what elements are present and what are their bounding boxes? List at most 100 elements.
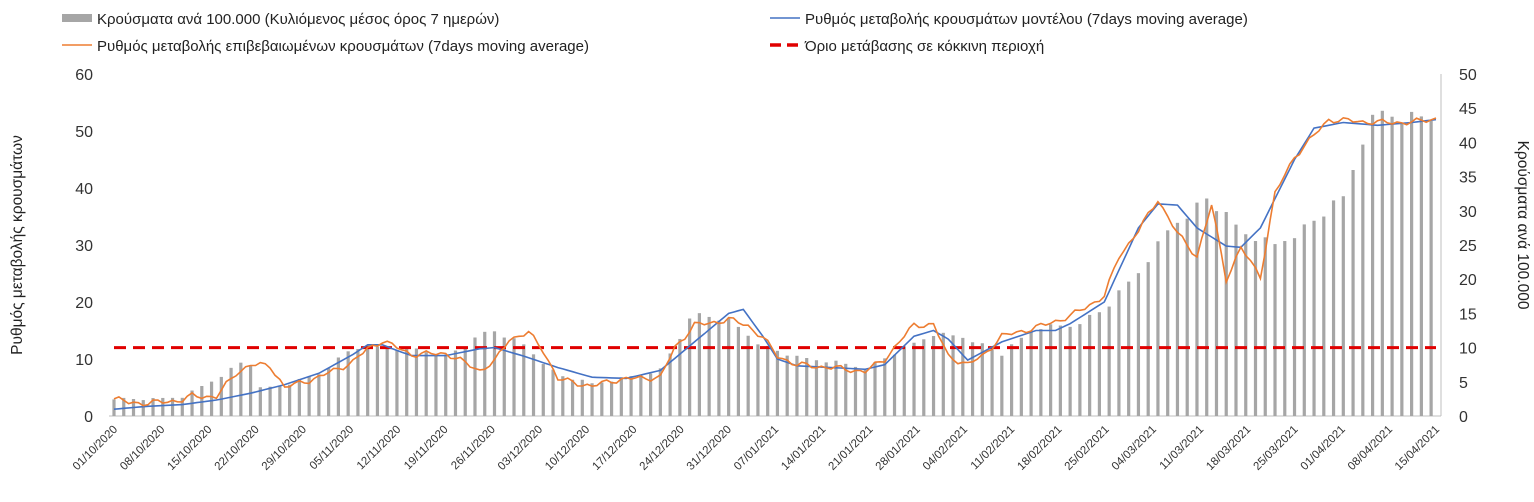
bar bbox=[1419, 116, 1423, 417]
y-right-tick-label: 30 bbox=[1459, 204, 1477, 221]
y-right-tick-label: 40 bbox=[1459, 135, 1477, 152]
bar bbox=[278, 386, 282, 416]
y-right-tick-label: 50 bbox=[1459, 67, 1477, 84]
bar bbox=[531, 354, 536, 416]
x-tick-label: 21/01/2021 bbox=[826, 424, 875, 473]
bar bbox=[1322, 216, 1326, 416]
bar bbox=[1068, 326, 1072, 416]
bar bbox=[756, 344, 760, 416]
bar bbox=[1146, 262, 1150, 416]
bar bbox=[307, 376, 311, 416]
bar bbox=[951, 335, 955, 416]
bar bbox=[863, 369, 867, 416]
bar bbox=[1088, 314, 1092, 416]
bar-series bbox=[112, 110, 1433, 417]
bar bbox=[600, 382, 604, 416]
bar bbox=[1156, 241, 1160, 416]
y-left-tick-label: 0 bbox=[84, 409, 93, 426]
x-tick-label: 08/10/2020 bbox=[118, 424, 167, 473]
x-tick-label: 15/10/2020 bbox=[165, 424, 214, 473]
y-left-tick-label: 40 bbox=[75, 181, 93, 198]
y-left-ticks: 0 10 20 30 40 50 60 bbox=[75, 67, 93, 426]
bar bbox=[1253, 241, 1258, 416]
y-left-tick-label: 50 bbox=[75, 124, 93, 141]
bar bbox=[444, 354, 448, 416]
x-tick-label: 25/03/2021 bbox=[1251, 424, 1300, 473]
bar bbox=[356, 348, 360, 416]
bar bbox=[1302, 224, 1306, 416]
bar bbox=[327, 368, 331, 416]
bar bbox=[1019, 337, 1023, 416]
y-right-ticks: 0 5 10 15 20 25 30 35 40 45 50 bbox=[1459, 67, 1477, 426]
legend: Κρούσματα ανά 100.000 (Κυλιόμενος μέσος … bbox=[62, 11, 1248, 55]
x-tick-label: 12/11/2020 bbox=[355, 424, 404, 473]
bar bbox=[736, 326, 741, 416]
bar bbox=[366, 345, 370, 416]
x-tick-label: 19/11/2020 bbox=[402, 424, 451, 473]
bar bbox=[785, 355, 789, 416]
legend-label-confirmed: Ρυθμός μεταβολής επιβεβαιωμένων κρουσμάτ… bbox=[97, 38, 589, 55]
bar bbox=[375, 346, 380, 416]
bar bbox=[570, 379, 575, 416]
bar bbox=[551, 369, 555, 416]
bar bbox=[795, 355, 799, 416]
bar bbox=[1390, 116, 1394, 417]
bar bbox=[941, 332, 945, 416]
bar bbox=[1039, 329, 1043, 416]
bar bbox=[1380, 110, 1384, 416]
x-tick-label: 24/12/2020 bbox=[638, 424, 687, 473]
y-right-tick-label: 5 bbox=[1459, 375, 1468, 392]
bar bbox=[1097, 312, 1102, 416]
bar bbox=[336, 357, 340, 416]
bar bbox=[980, 343, 984, 416]
bar bbox=[805, 358, 809, 416]
bar bbox=[414, 348, 419, 416]
bar bbox=[990, 349, 994, 416]
bar bbox=[112, 399, 116, 416]
y-right-tick-label: 25 bbox=[1459, 238, 1477, 255]
bar bbox=[1000, 355, 1004, 416]
x-tick-label: 11/02/2021 bbox=[969, 424, 1018, 473]
y-left-axis-title: Ρυθμός μεταβολής κρουσμάτων bbox=[9, 135, 26, 355]
x-tick-label: 11/03/2021 bbox=[1158, 424, 1207, 473]
x-tick-label: 26/11/2020 bbox=[449, 424, 498, 473]
x-tick-label: 03/12/2020 bbox=[496, 424, 545, 473]
bar bbox=[1205, 198, 1209, 416]
bar bbox=[649, 373, 653, 416]
bar bbox=[268, 386, 272, 416]
bar bbox=[1331, 200, 1336, 416]
bar bbox=[258, 387, 262, 416]
x-tick-label: 01/04/2021 bbox=[1299, 424, 1348, 473]
bar bbox=[483, 331, 487, 416]
bar bbox=[297, 378, 301, 416]
bar bbox=[1361, 144, 1365, 416]
bar bbox=[1175, 222, 1180, 416]
x-tick-label: 01/10/2020 bbox=[71, 424, 120, 473]
bar bbox=[1400, 122, 1404, 416]
x-tick-label: 17/12/2020 bbox=[590, 424, 639, 473]
bar bbox=[1283, 241, 1287, 416]
x-tick-label: 18/03/2021 bbox=[1204, 424, 1253, 473]
bar bbox=[463, 346, 467, 416]
bar bbox=[239, 362, 243, 416]
bar bbox=[619, 377, 623, 416]
bar bbox=[141, 400, 145, 416]
bar bbox=[746, 335, 750, 416]
x-tick-label: 14/01/2021 bbox=[779, 424, 828, 473]
y-left-tick-label: 60 bbox=[75, 67, 93, 84]
bar bbox=[541, 364, 545, 416]
bar bbox=[492, 331, 497, 416]
bar bbox=[473, 337, 477, 416]
legend-label-bars: Κρούσματα ανά 100.000 (Κυλιόμενος μέσος … bbox=[97, 11, 499, 28]
bar bbox=[1117, 290, 1121, 416]
bar bbox=[609, 381, 614, 416]
y-right-tick-label: 45 bbox=[1459, 101, 1477, 118]
bar bbox=[970, 342, 975, 416]
bar bbox=[922, 339, 926, 416]
bar bbox=[1234, 224, 1238, 416]
bar bbox=[1224, 212, 1228, 416]
bar bbox=[1312, 220, 1316, 416]
bar bbox=[892, 354, 897, 416]
